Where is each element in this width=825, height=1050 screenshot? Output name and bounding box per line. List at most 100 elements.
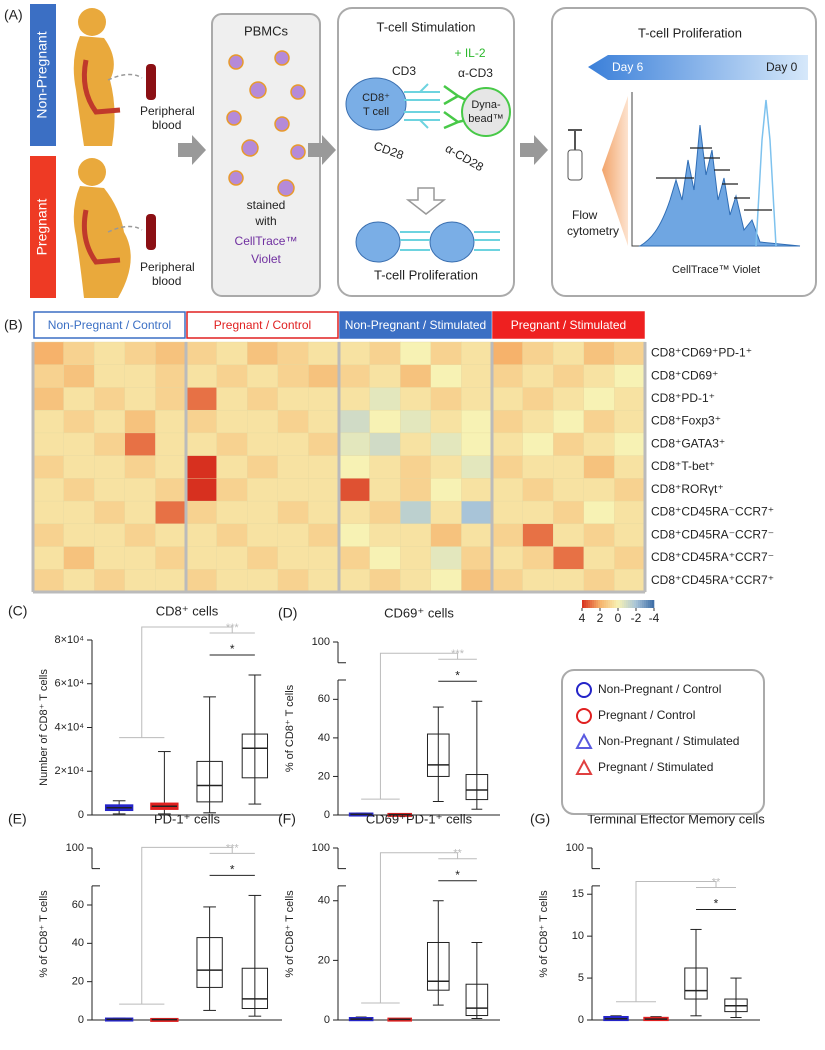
colorbar-segment [644, 600, 647, 608]
group-bar [30, 156, 56, 298]
heatmap-cell [369, 546, 401, 570]
heatmap-cell [308, 364, 340, 388]
heatmap-cell [155, 387, 187, 411]
heatmap-cell [614, 364, 646, 388]
heatmap-cell [63, 523, 95, 548]
colorbar-segment [646, 600, 649, 608]
y-tick-label: 15 [572, 888, 584, 900]
legend: Non-Pregnant / Control Pregnant / Control… [561, 669, 765, 815]
row-label: CD8⁺RORγt⁺ [651, 482, 724, 496]
heatmap-cell [216, 409, 248, 434]
heatmap-cell [277, 432, 309, 457]
box [196, 760, 223, 803]
legend-marker [575, 732, 593, 749]
cytometer [568, 129, 582, 150]
heatmap-cell [553, 569, 585, 593]
heatmap-cell [461, 432, 493, 457]
chart-title: CD69⁺PD-1⁺ cells [366, 811, 473, 826]
group-label: Pregnant [34, 198, 50, 255]
heatmap-cell [185, 409, 218, 434]
heatmap-cell [461, 500, 493, 525]
significance-label: *** [226, 622, 240, 634]
axis-break [338, 662, 346, 681]
heatmap-cell [63, 455, 95, 479]
heatmap-cell [400, 523, 432, 548]
chart-title: Terminal Effector Memory cells [587, 811, 765, 826]
histogram [755, 99, 777, 247]
legend-marker [576, 682, 592, 698]
heatmap-cell [491, 387, 524, 411]
heatmap-cell [430, 432, 462, 457]
heatmap-cell [522, 387, 554, 411]
legend-label: Non-Pregnant / Stimulated [598, 734, 739, 748]
legend-box [561, 669, 765, 815]
heatmap-cell [155, 455, 187, 479]
cytometer [567, 149, 583, 181]
heatmap-cell [124, 387, 156, 411]
colorbar-segment [616, 600, 619, 608]
heatmap-cell [63, 546, 95, 570]
heatmap-cell [185, 523, 218, 548]
heatmap-cell [553, 387, 585, 411]
legend-marker [575, 758, 593, 775]
heatmap-cell [246, 432, 279, 457]
heatmap-cell [400, 387, 432, 411]
box-caption: T-cell Proliferation [374, 267, 478, 282]
heatmap-cell [308, 409, 340, 434]
heatmap-cell [491, 478, 524, 502]
panel-label: (D) [278, 605, 297, 621]
y-tick-label: 5 [578, 972, 584, 984]
heatmap-cell [369, 341, 401, 366]
group-header-label: Pregnant / Control [214, 318, 311, 332]
heatmap-cell [522, 409, 554, 434]
heatmap-cell [369, 409, 401, 434]
heatmap-cell [430, 409, 462, 434]
heatmap-cell [614, 432, 646, 457]
heatmap-cell [491, 364, 524, 388]
heatmap-cell [400, 478, 432, 502]
heatmap-cell [216, 432, 248, 457]
heatmap-cell [338, 341, 371, 366]
heatmap-cell [32, 523, 65, 548]
box [196, 937, 223, 988]
heatmap-cell [32, 364, 65, 388]
y-tick-label: 60 [72, 899, 84, 911]
significance-label: *** [226, 842, 240, 854]
heatmap-cell [277, 546, 309, 570]
heatmap-cell [338, 546, 371, 570]
panel-label: (F) [278, 811, 296, 827]
blood-tube [146, 214, 156, 250]
arrow [178, 135, 206, 165]
colorbar-segment [626, 600, 629, 608]
dynabead [461, 87, 511, 137]
heatmap-cell [124, 409, 156, 434]
colorbar-label: 4 [579, 611, 586, 625]
heatmap-cell [491, 546, 524, 570]
colorbar-segment [602, 600, 605, 608]
colorbar-segment [622, 600, 625, 608]
heatmap-cell [553, 432, 585, 457]
panel-label: (C) [8, 603, 27, 619]
day-label: Day 6 [612, 60, 644, 74]
heatmap-cell [308, 500, 340, 525]
heatmap-cell [277, 364, 309, 388]
heatmap-cell [216, 364, 248, 388]
heatmap-cell [614, 500, 646, 525]
colorbar-segment [606, 600, 609, 608]
heatmap-cell [369, 432, 401, 457]
heatmap-cell [522, 546, 554, 570]
blood-tube [146, 64, 156, 100]
colorbar-segment [604, 600, 607, 608]
colorbar-segment [628, 600, 631, 608]
heatmap-cell [32, 341, 65, 366]
colorbar-segment [594, 600, 597, 608]
heatmap-cell [185, 500, 218, 525]
heatmap-cell [93, 341, 126, 366]
heatmap-cell [216, 500, 248, 525]
group-header-label: Non-Pregnant / Control [48, 318, 171, 332]
colorbar-label: -4 [649, 611, 660, 625]
histogram [638, 124, 801, 247]
heatmap-cell [185, 341, 218, 366]
colorbar-segment [596, 600, 599, 608]
